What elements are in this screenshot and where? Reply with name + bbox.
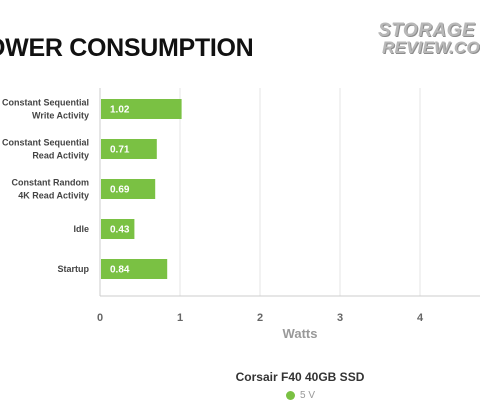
watermark-line-1: STORAGE [378, 20, 476, 41]
bar [101, 219, 135, 239]
y-tick-label: Constant Sequential [2, 98, 89, 108]
bar [101, 259, 168, 279]
bar [101, 139, 157, 159]
data-label: 0.71 [110, 145, 130, 156]
x-tick-label: 0 [97, 312, 103, 324]
y-tick-label: 4K Read Activity [18, 191, 89, 201]
data-label: 1.02 [110, 105, 130, 116]
legend-item-5v[interactable]: 5 V [286, 390, 315, 401]
y-tick-label: Write Activity [32, 111, 89, 121]
watermark-line-2: REVIEW.CO [382, 38, 480, 57]
y-tick-label: Startup [58, 264, 90, 274]
x-tick-label: 1 [177, 312, 183, 324]
y-tick-label: Constant Sequential [2, 138, 89, 148]
x-tick-label: 3 [337, 312, 343, 324]
y-tick-label: Constant Random [12, 178, 90, 188]
data-label: 0.84 [110, 265, 130, 276]
bar [101, 179, 156, 199]
data-label: 0.69 [110, 185, 130, 196]
legend-marker [286, 391, 295, 400]
x-tick-label: 4 [417, 312, 424, 324]
bar [101, 99, 182, 119]
legend-series-label: 5 V [300, 390, 316, 401]
y-tick-label: Read Activity [32, 151, 89, 161]
x-axis-label: Watts [282, 326, 318, 341]
x-tick-label: 2 [257, 312, 263, 324]
data-label: 0.43 [110, 225, 130, 236]
watermark-logo: STORAGE REVIEW.CO [378, 20, 480, 57]
chart-title: OWER CONSUMPTION [0, 34, 254, 62]
y-tick-label: Idle [73, 224, 89, 234]
legend-title: Corsair F40 40GB SSD [235, 370, 365, 384]
